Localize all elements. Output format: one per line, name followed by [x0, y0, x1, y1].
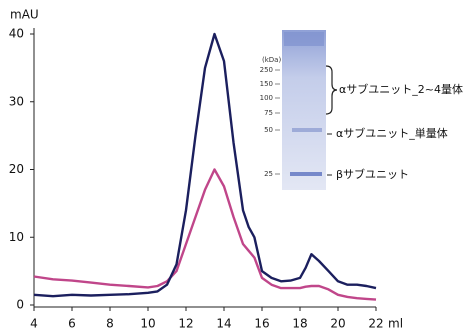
marker-label: 25: [264, 170, 273, 178]
x-axis-label: ml: [388, 317, 403, 331]
x-tick-label: 6: [68, 317, 76, 331]
brace: [326, 66, 337, 114]
x-tick-label: 12: [178, 317, 193, 331]
y-tick-label: 40: [9, 27, 24, 41]
gel-band: [284, 32, 324, 46]
marker-label: 150: [260, 80, 273, 88]
marker-label: 100: [260, 94, 273, 102]
marker-label: 75: [264, 109, 273, 117]
x-tick-label: 14: [216, 317, 231, 331]
y-tick-label: 20: [9, 162, 24, 176]
y-tick-label: 10: [9, 230, 24, 244]
marker-label: 250: [260, 66, 273, 74]
gel-band: [292, 128, 322, 132]
x-tick-label: 10: [140, 317, 155, 331]
x-tick-label: 22: [368, 317, 383, 331]
chart: mAU (kDa) αサブユニット_2~4量体 αサブユニット_単量体 βサブユ…: [0, 0, 474, 331]
x-tick-label: 18: [292, 317, 307, 331]
x-tick-label: 16: [254, 317, 269, 331]
x-tick-label: 8: [106, 317, 114, 331]
annotation: βサブユニット: [336, 167, 409, 181]
marker-label: 50: [264, 126, 273, 134]
annotation: αサブユニット_2~4量体: [339, 82, 463, 96]
y-tick-label: 0: [16, 298, 24, 312]
y-axis-label: mAU: [10, 8, 39, 22]
y-tick-label: 30: [9, 94, 24, 108]
x-tick-label: 20: [330, 317, 345, 331]
kda-label: (kDa): [262, 56, 281, 64]
gel-band: [290, 172, 322, 176]
x-tick-label: 4: [30, 317, 38, 331]
gel-image: [282, 30, 326, 190]
annotation: αサブユニット_単量体: [336, 126, 448, 140]
